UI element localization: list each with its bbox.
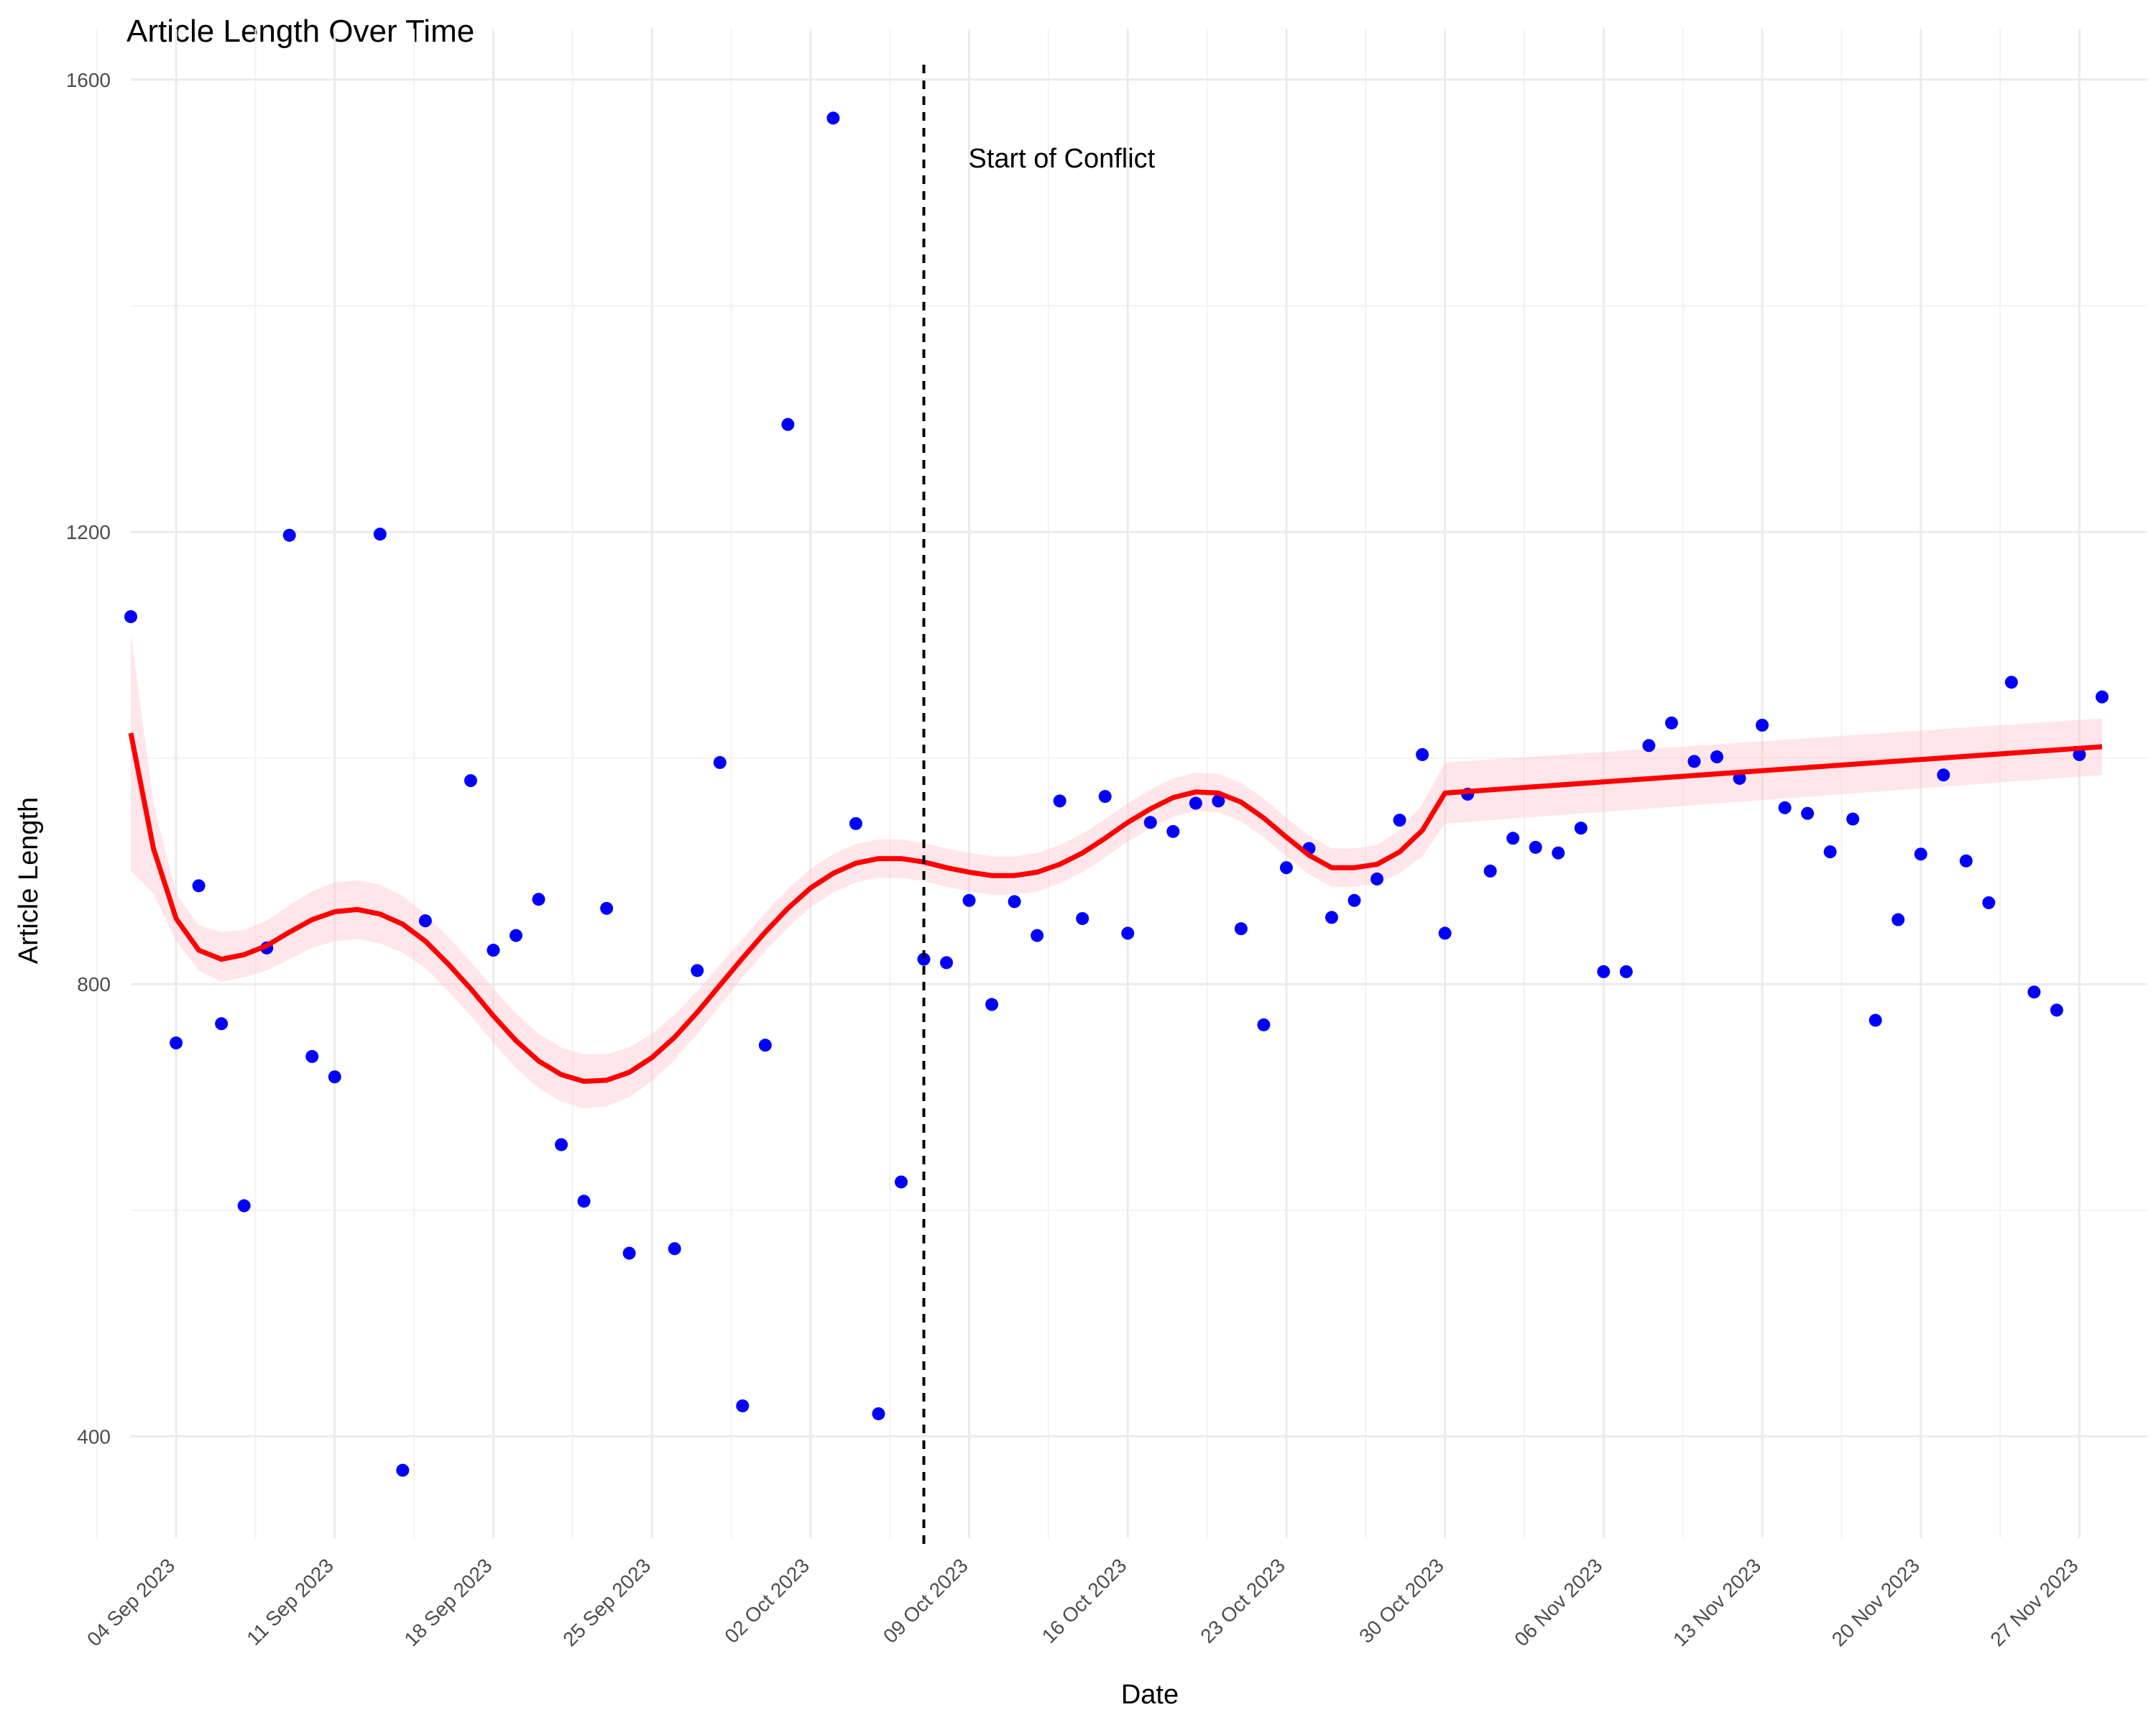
data-point xyxy=(2004,676,2018,689)
y-tick-label: 800 xyxy=(77,973,111,995)
data-point xyxy=(1892,913,1905,926)
data-point xyxy=(487,944,500,957)
data-point xyxy=(1574,822,1588,835)
data-point xyxy=(1076,911,1089,925)
data-point xyxy=(1257,1018,1271,1031)
data-point xyxy=(532,893,545,906)
data-point xyxy=(1008,895,1021,908)
y-tick-label: 400 xyxy=(77,1425,111,1448)
data-point xyxy=(1031,929,1044,942)
data-point xyxy=(826,111,840,125)
data-point xyxy=(1801,806,1815,820)
data-point xyxy=(509,929,522,942)
data-point xyxy=(1733,771,1746,785)
y-axis-title: Article Length xyxy=(14,797,44,964)
data-point xyxy=(1959,854,1973,868)
conflict-annotation: Start of Conflict xyxy=(968,144,1155,174)
data-point xyxy=(2095,690,2109,704)
data-point xyxy=(1982,896,1996,909)
y-tick-label: 1600 xyxy=(66,69,111,91)
data-point xyxy=(1053,794,1067,808)
data-point xyxy=(1098,790,1112,804)
data-point xyxy=(736,1399,750,1412)
data-point xyxy=(622,1246,636,1260)
data-point xyxy=(1438,926,1452,940)
data-point xyxy=(940,956,954,970)
confidence-ribbon xyxy=(131,633,2102,1109)
data-point xyxy=(577,1195,591,1208)
chart-title: Article Length Over Time xyxy=(126,14,474,49)
data-point xyxy=(1552,846,1565,860)
data-point xyxy=(328,1070,341,1084)
x-axis-title: Date xyxy=(1121,1680,1179,1710)
smooth-trend-line xyxy=(128,732,2103,1084)
data-point xyxy=(1778,801,1792,814)
data-point xyxy=(215,1017,229,1031)
data-point xyxy=(1143,816,1157,829)
data-point xyxy=(170,1036,183,1050)
data-point xyxy=(1212,794,1225,808)
data-point xyxy=(1529,840,1542,854)
data-point xyxy=(1597,965,1611,978)
data-point xyxy=(781,418,795,431)
y-axis-ticks: 400 800 1200 1600 xyxy=(66,69,111,1448)
data-point xyxy=(985,998,999,1011)
data-point xyxy=(1506,832,1520,845)
data-point xyxy=(1642,739,1656,753)
data-point xyxy=(962,893,976,907)
data-point xyxy=(1234,922,1248,936)
data-point xyxy=(1121,926,1135,940)
data-point xyxy=(305,1049,319,1063)
data-point xyxy=(849,816,862,830)
data-point xyxy=(1914,847,1927,861)
data-point xyxy=(1823,845,1837,859)
data-point xyxy=(872,1407,885,1420)
data-point xyxy=(600,901,614,915)
data-point xyxy=(555,1138,568,1151)
data-point xyxy=(124,610,137,623)
data-point xyxy=(192,879,206,893)
data-point xyxy=(1416,748,1429,761)
grid-lines xyxy=(96,29,2147,1538)
data-point xyxy=(282,528,296,542)
data-point xyxy=(1687,755,1701,768)
data-point xyxy=(1846,812,1860,826)
data-point xyxy=(1393,814,1406,827)
data-point xyxy=(1279,861,1293,875)
data-point xyxy=(2050,1003,2063,1017)
data-point xyxy=(418,914,432,928)
data-point xyxy=(1619,965,1633,978)
data-points xyxy=(124,111,2109,1477)
data-point xyxy=(1756,718,1769,732)
data-point xyxy=(894,1175,908,1189)
data-point xyxy=(2073,748,2086,761)
data-point xyxy=(1166,824,1180,838)
data-point xyxy=(237,1199,251,1213)
data-point xyxy=(668,1242,681,1256)
data-point xyxy=(758,1039,772,1052)
data-point xyxy=(713,755,727,769)
data-point xyxy=(1869,1013,1882,1027)
data-point xyxy=(1664,716,1678,730)
data-point xyxy=(1325,911,1338,924)
data-point xyxy=(2027,985,2041,999)
y-tick-label: 1200 xyxy=(66,521,111,543)
data-point xyxy=(1710,750,1723,764)
data-point xyxy=(1483,864,1497,878)
data-point xyxy=(1189,796,1202,810)
data-point xyxy=(1370,872,1384,886)
data-point xyxy=(396,1463,410,1477)
data-point xyxy=(1348,893,1361,907)
data-point xyxy=(917,952,931,966)
data-point xyxy=(464,774,477,788)
data-point xyxy=(373,528,387,541)
data-point xyxy=(1937,768,1950,782)
data-point xyxy=(691,964,704,978)
